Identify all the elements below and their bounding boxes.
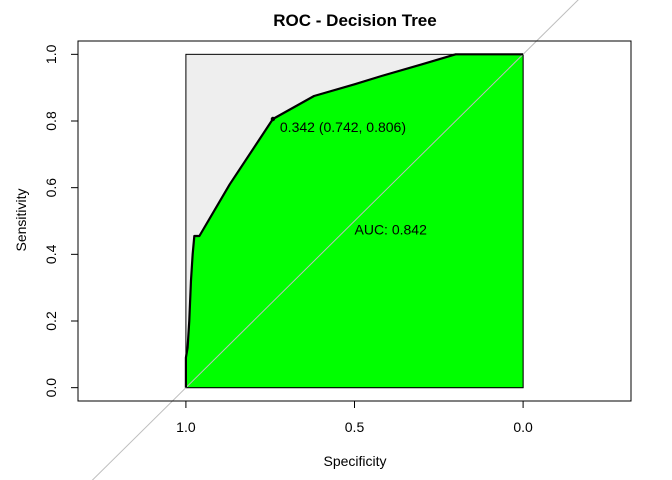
x-tick-label: 0.0	[513, 419, 533, 435]
y-tick-label: 0.6	[43, 178, 59, 198]
threshold-point	[270, 116, 276, 122]
auc-label: AUC: 0.842	[355, 221, 428, 237]
x-axis-label: Specificity	[323, 453, 386, 469]
y-tick-label: 1.0	[43, 44, 59, 64]
x-tick-label: 1.0	[176, 419, 196, 435]
y-tick-label: 0.8	[43, 111, 59, 131]
threshold-label: 0.342 (0.742, 0.806)	[280, 119, 406, 135]
y-tick-label: 0.0	[43, 378, 59, 398]
y-axis-label: Sensitivity	[13, 188, 29, 251]
axes-layer: 0.0 0.2 0.4 0.6 0.8 1.0 1.0 0.5 0.0	[43, 44, 533, 435]
annotation-layer: 0.342 (0.742, 0.806) AUC: 0.842	[280, 119, 427, 237]
y-tick-label: 0.2	[43, 311, 59, 331]
roc-curve-line	[184, 53, 524, 388]
diagonal-reference-line	[91, 0, 579, 480]
line-layer	[91, 0, 579, 480]
y-tick-label: 0.4	[43, 244, 59, 264]
x-tick-label: 0.5	[345, 419, 365, 435]
chart-title: ROC - Decision Tree	[273, 11, 436, 30]
